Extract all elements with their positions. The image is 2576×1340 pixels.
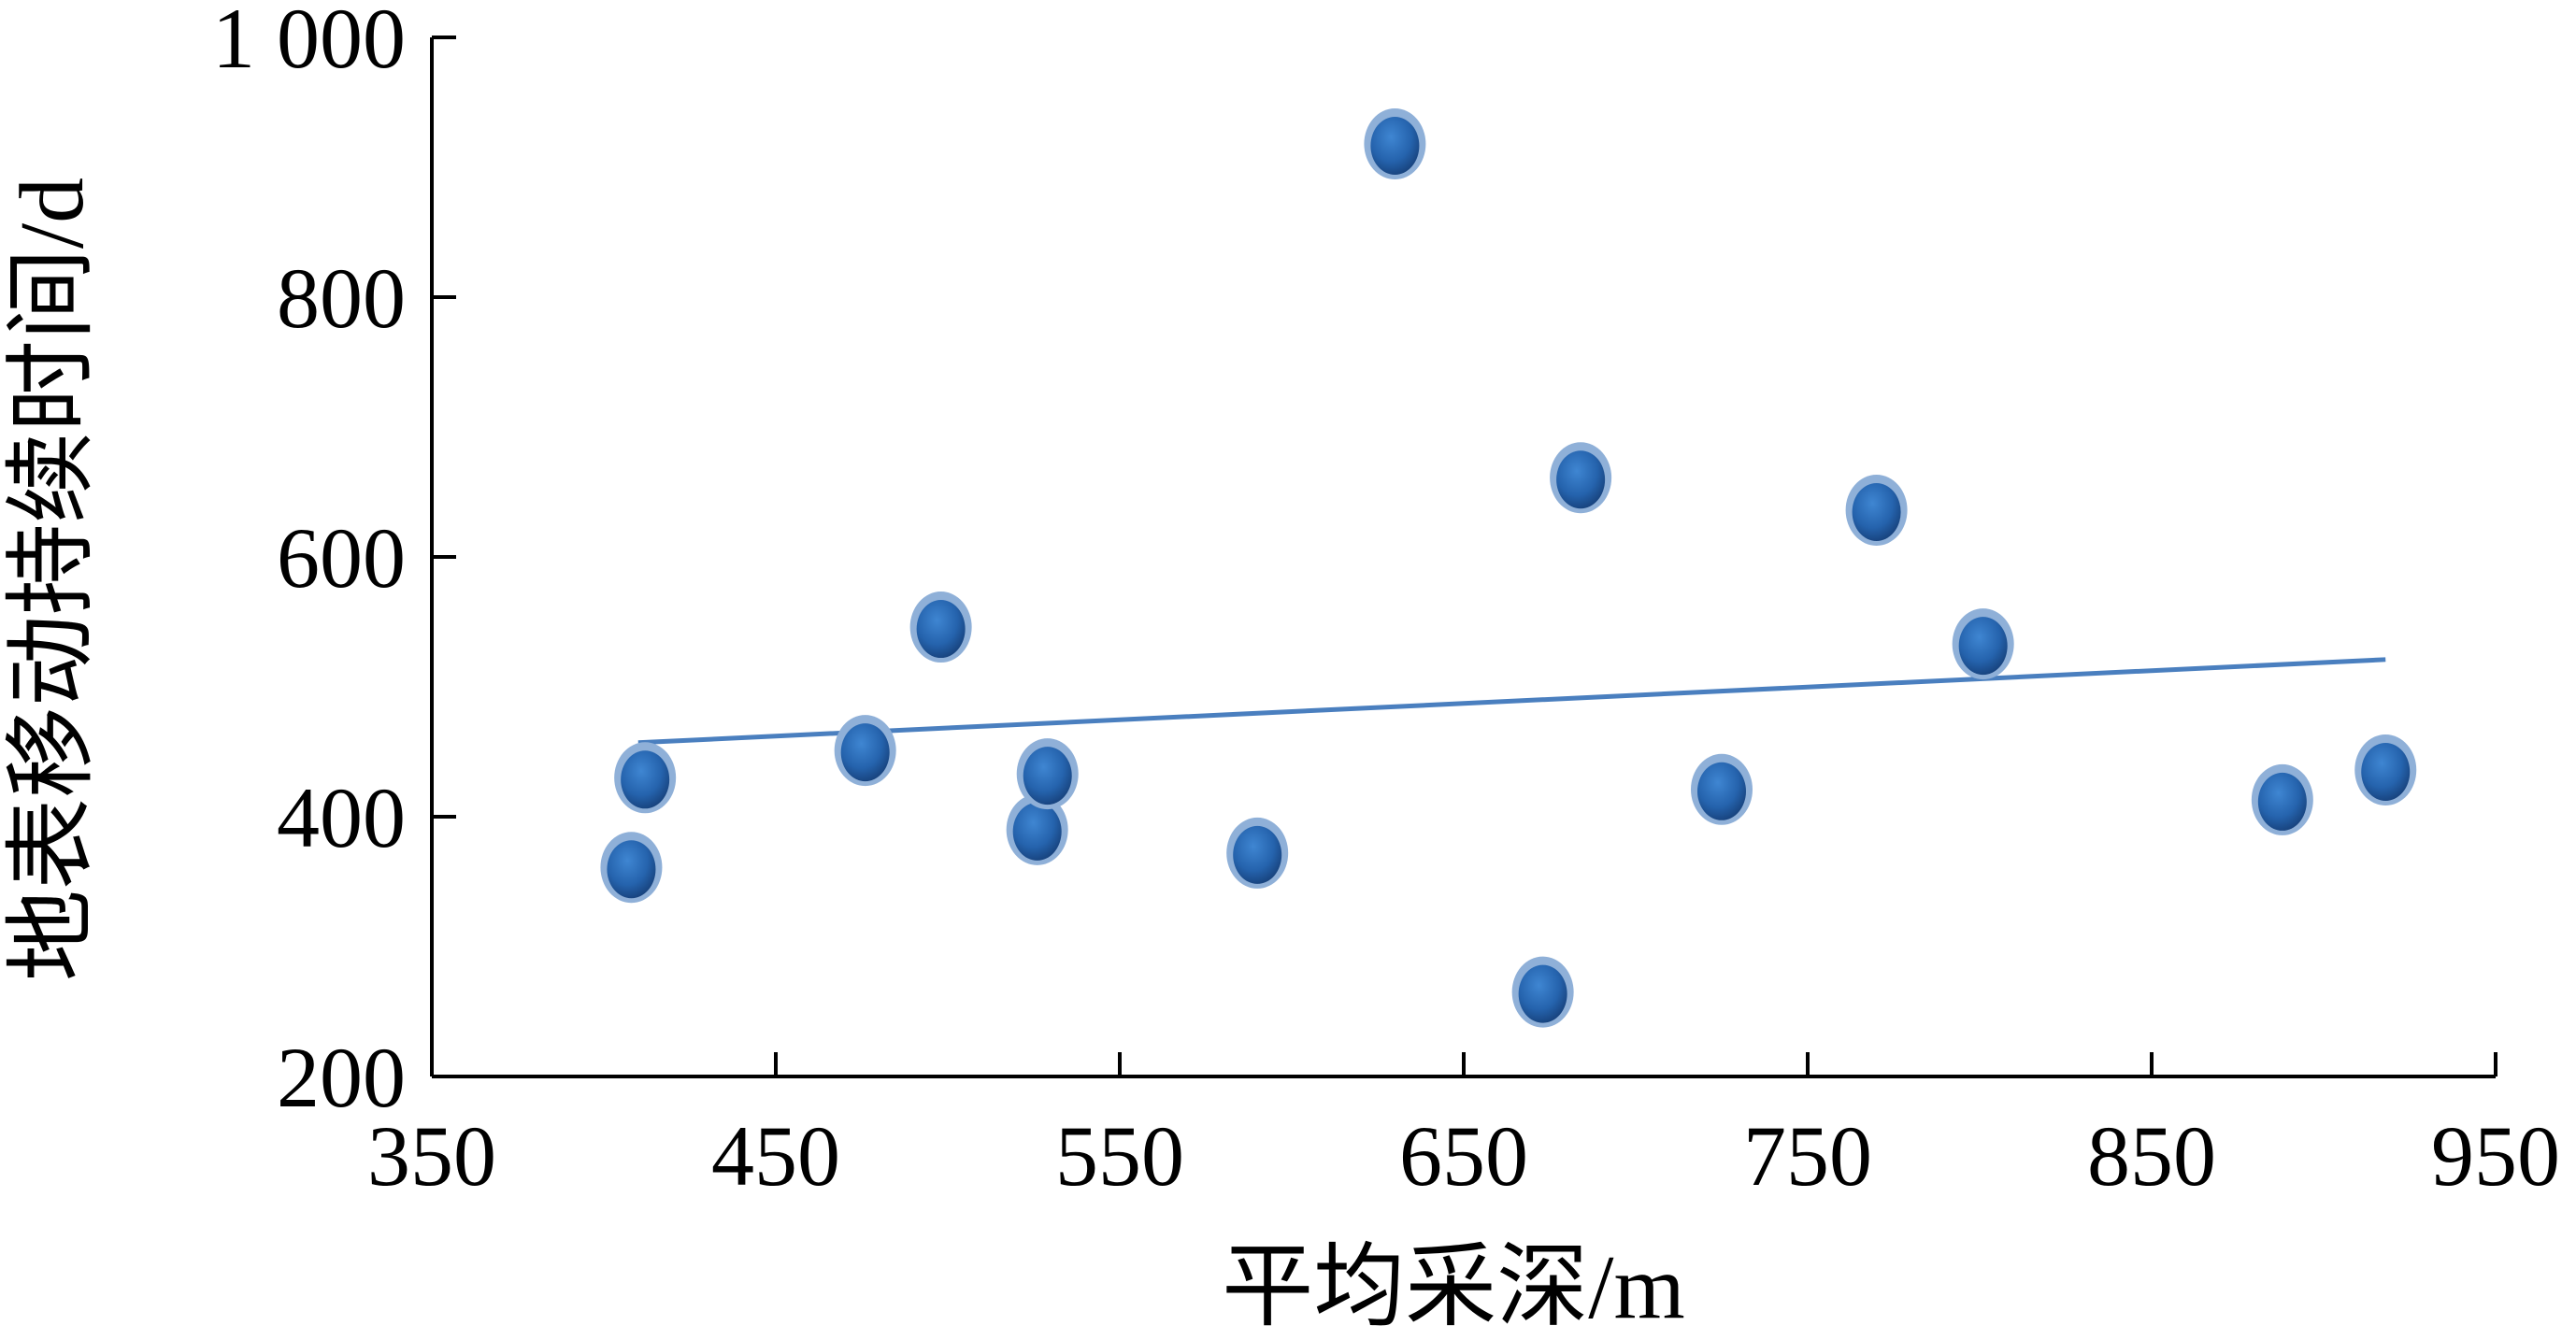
x-axis-title: 平均采深/m — [1222, 1237, 1684, 1338]
data-point — [2354, 734, 2417, 805]
data-point — [600, 832, 663, 904]
data-point — [1511, 956, 1574, 1028]
data-point-marker — [1233, 825, 1282, 884]
data-points — [600, 107, 2417, 1028]
y-tick-label: 800 — [277, 250, 406, 346]
x-tick-label: 650 — [1399, 1108, 1528, 1204]
data-point-marker — [840, 723, 890, 782]
data-point-marker — [607, 840, 656, 899]
y-tick-label: 200 — [277, 1030, 406, 1125]
data-point-marker — [1852, 482, 1901, 541]
data-point — [1952, 608, 2014, 680]
data-point-marker — [916, 600, 966, 659]
data-point — [1845, 474, 1908, 546]
x-tick-label: 550 — [1055, 1108, 1184, 1204]
data-point — [1226, 817, 1289, 889]
data-point — [2251, 763, 2313, 835]
data-point — [1550, 442, 1612, 514]
data-point — [1364, 107, 1426, 179]
x-tick-label: 450 — [711, 1108, 840, 1204]
data-point — [1016, 738, 1079, 810]
x-tick-label: 750 — [1743, 1108, 1872, 1204]
data-point-marker — [1697, 762, 1746, 820]
y-tick-label: 600 — [277, 510, 406, 606]
data-point-marker — [1023, 747, 1072, 805]
data-point-marker — [2361, 742, 2411, 801]
x-tick-label: 350 — [367, 1108, 496, 1204]
data-point-marker — [1370, 116, 1420, 175]
data-point-marker — [1012, 802, 1062, 861]
trendline — [637, 657, 2386, 746]
data-point-marker — [2257, 772, 2307, 831]
data-point — [834, 715, 896, 787]
data-point — [909, 592, 972, 663]
axes: 200 400 600 800 1 000 350 450 550 650 750 850 950 — [212, 0, 2560, 1204]
data-point-marker — [1958, 617, 2008, 676]
x-tick-label: 850 — [2087, 1108, 2216, 1204]
data-point — [1006, 793, 1068, 865]
data-point-marker — [1518, 964, 1567, 1023]
data-point-marker — [621, 750, 670, 809]
y-tick-label: 400 — [277, 770, 406, 865]
data-point — [614, 742, 677, 814]
y-tick-label: 1 000 — [212, 0, 406, 86]
data-point — [1691, 753, 1753, 825]
y-axis-title: 地表移动持续时间/d — [2, 178, 103, 981]
data-point-marker — [1556, 450, 1606, 509]
x-tick-label: 950 — [2431, 1108, 2560, 1204]
trendline-layer — [637, 657, 2386, 746]
